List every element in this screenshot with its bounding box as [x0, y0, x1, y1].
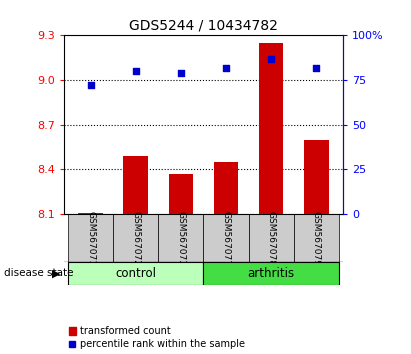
- Legend: transformed count, percentile rank within the sample: transformed count, percentile rank withi…: [69, 326, 245, 349]
- Bar: [68, 214, 113, 262]
- Bar: [123, 156, 148, 214]
- Text: GSM567077: GSM567077: [222, 211, 231, 266]
- Text: GSM567072: GSM567072: [132, 211, 140, 266]
- Bar: [68, 262, 203, 285]
- Point: [313, 65, 319, 70]
- Bar: [214, 162, 238, 214]
- Title: GDS5244 / 10434782: GDS5244 / 10434782: [129, 19, 278, 33]
- Text: GSM567071: GSM567071: [86, 211, 95, 266]
- Bar: [304, 140, 328, 214]
- Text: GSM567073: GSM567073: [176, 211, 185, 266]
- Bar: [249, 214, 293, 262]
- Bar: [203, 262, 339, 285]
- Text: arthritis: arthritis: [247, 267, 295, 280]
- Bar: [158, 214, 203, 262]
- Bar: [203, 214, 249, 262]
- Point: [88, 82, 94, 88]
- Point: [132, 68, 139, 74]
- Bar: [169, 174, 193, 214]
- Text: GSM567079: GSM567079: [312, 211, 321, 266]
- Bar: [79, 213, 103, 214]
- Point: [223, 65, 229, 70]
- Point: [178, 70, 184, 76]
- Point: [268, 56, 275, 62]
- Bar: [113, 214, 158, 262]
- Text: disease state: disease state: [4, 268, 74, 278]
- Text: GSM567078: GSM567078: [267, 211, 275, 266]
- Text: control: control: [115, 267, 156, 280]
- Bar: [259, 43, 284, 214]
- Bar: [293, 214, 339, 262]
- Text: ▶: ▶: [52, 268, 60, 278]
